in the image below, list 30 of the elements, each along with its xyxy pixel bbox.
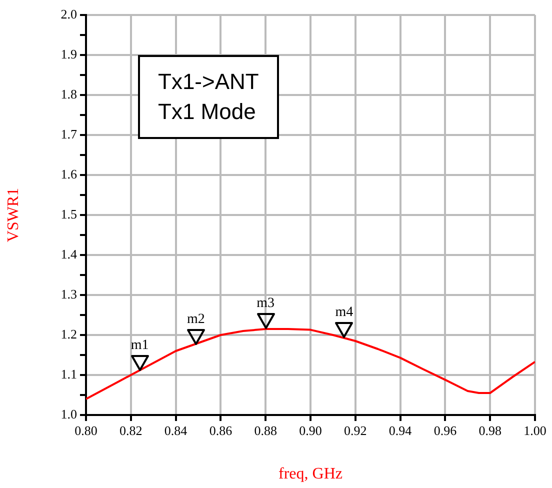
- y-tick-label: 1.1: [60, 366, 77, 382]
- x-tick-label: 0.94: [388, 423, 412, 438]
- y-tick-label: 1.7: [60, 126, 78, 142]
- y-tick-label: 1.4: [60, 246, 78, 262]
- y-tick-label: 1.8: [60, 86, 77, 102]
- x-tick-label: 0.84: [164, 423, 188, 438]
- x-axis-title: freq, GHz: [278, 466, 342, 483]
- y-tick-label: 2.0: [60, 6, 77, 22]
- y-tick-label: 1.0: [60, 406, 77, 422]
- x-tick-label: 0.88: [254, 423, 277, 438]
- x-tick-label: 0.86: [209, 423, 233, 438]
- x-tick-label: 0.96: [434, 423, 458, 438]
- x-tick-label: 0.90: [299, 423, 322, 438]
- y-axis-title: VSWR1: [4, 188, 22, 242]
- y-tick-label: 1.5: [60, 206, 77, 222]
- annotation: m3: [256, 296, 276, 312]
- y-tick-label: 1.6: [60, 166, 78, 182]
- x-tick-label: 1.00: [524, 423, 546, 438]
- x-tick-label: 0.98: [478, 423, 502, 438]
- annotation: m2: [186, 312, 206, 328]
- annotation: Tx1 Mode: [158, 98, 257, 126]
- y-tick-label: 1.9: [60, 46, 77, 62]
- y-tick-label: 1.3: [60, 286, 77, 302]
- annotation: m1: [130, 338, 150, 354]
- y-tick-label: 1.2: [60, 326, 77, 342]
- annotation: m4: [334, 304, 354, 321]
- x-tick-label: 0.82: [120, 423, 142, 438]
- x-tick-label: 0.80: [74, 423, 98, 438]
- annotation: Tx1->ANT: [158, 68, 259, 96]
- x-tick-label: 0.92: [344, 423, 367, 438]
